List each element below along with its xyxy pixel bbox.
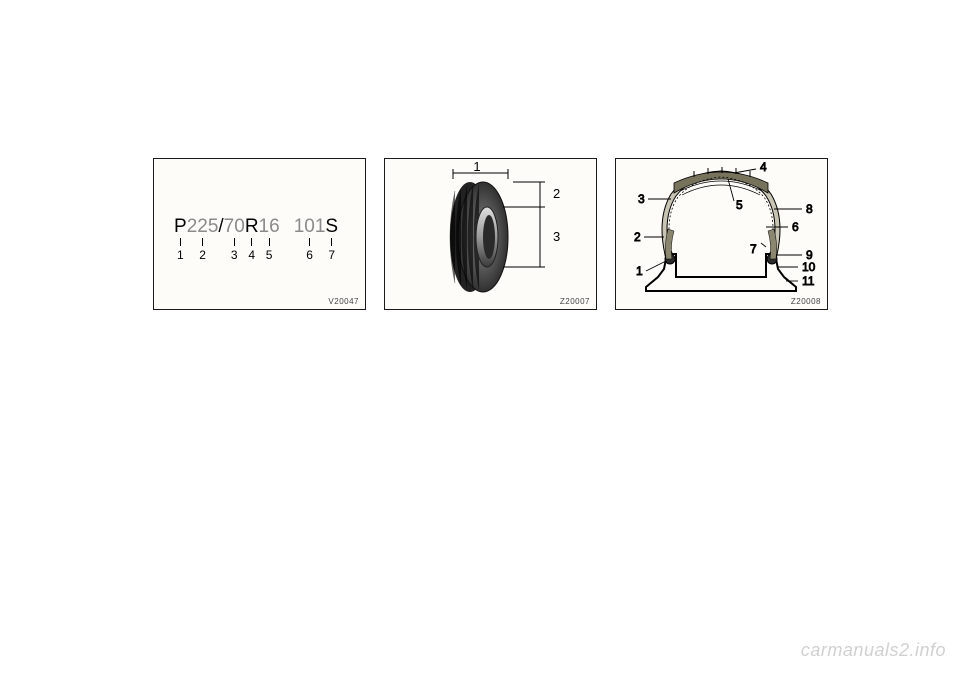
cs-label-3: 3	[638, 192, 645, 206]
dim-label-3: 3	[553, 229, 560, 244]
panel-row: P 1 225 2 / 70 3 R 4 1	[153, 158, 828, 310]
cs-label-6: 6	[792, 220, 799, 234]
seg-num-6: 6	[306, 248, 313, 262]
panel-code: V20047	[328, 297, 359, 306]
seg-P: P	[174, 217, 187, 236]
tire-section-icon: 1 2 3 4 5 6 7 8 9 10	[616, 159, 828, 310]
seg-num-4: 4	[248, 248, 255, 262]
tick-icon	[269, 238, 270, 246]
tick-icon	[180, 238, 181, 246]
cs-label-5: 5	[736, 198, 743, 212]
tick-icon	[251, 238, 252, 246]
tick-icon	[202, 238, 203, 246]
dim-label-1: 1	[473, 159, 480, 174]
dim-label-2: 2	[553, 186, 560, 201]
tick-icon	[309, 238, 310, 246]
seg-R: R	[245, 217, 259, 236]
cs-label-1: 1	[636, 264, 643, 278]
seg-16: 16	[259, 217, 280, 236]
seg-num-1: 1	[177, 248, 184, 262]
cs-label-11: 11	[802, 274, 815, 288]
cs-label-4: 4	[760, 160, 767, 174]
panel-tire-dimensions: 1 2 3 Z20007	[384, 158, 597, 310]
seg-225: 225	[187, 217, 219, 236]
cs-label-10: 10	[802, 260, 816, 274]
watermark-text: carmanuals2.info	[801, 640, 946, 661]
tire-size-string: P 1 225 2 / 70 3 R 4 1	[174, 217, 338, 262]
tick-icon	[234, 238, 235, 246]
cs-label-2: 2	[634, 230, 641, 244]
panel-code: Z20008	[791, 297, 821, 306]
seg-num-5: 5	[266, 248, 273, 262]
cs-label-8: 8	[806, 202, 813, 216]
seg-S: S	[325, 217, 338, 236]
tick-icon	[331, 238, 332, 246]
seg-num-2: 2	[199, 248, 206, 262]
seg-num-7: 7	[328, 248, 335, 262]
panel-tire-cross-section: 1 2 3 4 5 6 7 8 9 10	[615, 158, 828, 310]
cs-label-7: 7	[750, 242, 757, 256]
panel-tire-size-code: P 1 225 2 / 70 3 R 4 1	[153, 158, 366, 310]
tire-diagram-icon: 1 2 3	[385, 159, 597, 310]
panel-code: Z20007	[560, 297, 590, 306]
seg-101: 101	[294, 217, 326, 236]
seg-num-3: 3	[231, 248, 238, 262]
seg-70: 70	[224, 217, 245, 236]
